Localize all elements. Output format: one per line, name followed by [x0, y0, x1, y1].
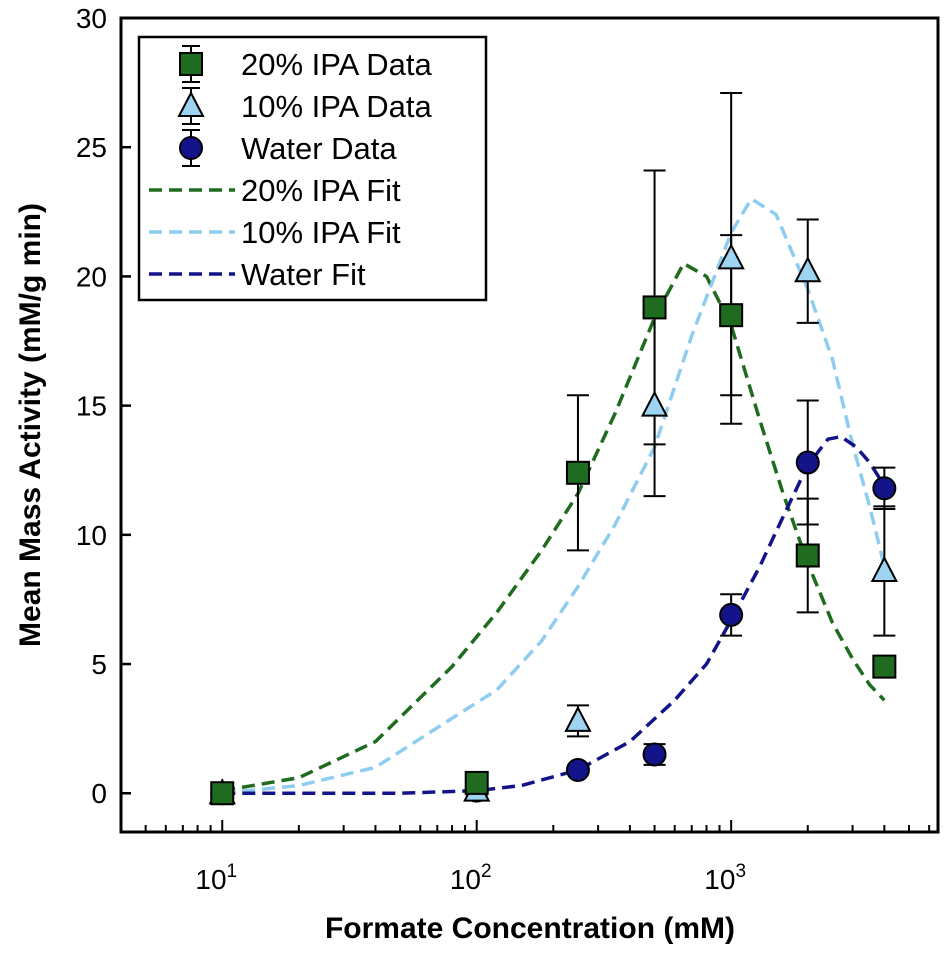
plot-area-border	[119, 16, 940, 834]
plot-frame	[119, 16, 940, 834]
fit-line	[222, 261, 886, 793]
triangle-data-point	[870, 555, 898, 583]
legend-circle-marker	[179, 136, 203, 160]
triangle-data-point	[564, 705, 592, 732]
legend-label: 20% IPA Data	[241, 47, 432, 82]
legend-label: 10% IPA Fit	[241, 215, 401, 250]
y-tick-label: 10	[76, 520, 107, 551]
square-data-point	[464, 770, 489, 795]
x-tick-label: 101	[195, 861, 237, 895]
legend-label: Water Fit	[241, 257, 366, 292]
y-tick-label: 0	[91, 778, 107, 809]
x-tick-label: 103	[704, 861, 746, 895]
x-axis-title: Formate Concentration (mM)	[325, 912, 735, 945]
fit-line	[222, 434, 886, 795]
y-tick-label: 5	[91, 649, 107, 680]
y-tick-label: 30	[76, 3, 107, 34]
legend-label: 10% IPA Data	[241, 89, 432, 124]
legend-box	[137, 35, 488, 302]
circle-data-point	[642, 742, 667, 767]
square-data-point	[795, 543, 820, 568]
triangle-data-point	[640, 390, 669, 417]
circle-data-point	[565, 757, 590, 782]
x-axis: 101 102 103	[120, 820, 931, 895]
y-tick-label: 15	[76, 391, 107, 422]
y-tick-label: 20	[76, 261, 107, 292]
fit-line	[222, 197, 886, 795]
square-data-point	[565, 460, 590, 485]
triangle-data-point	[717, 243, 745, 270]
circle-data-point	[719, 602, 744, 627]
triangle-data-point	[794, 256, 822, 283]
legend: 20% IPA Data 10% IPA Data Water Data 20% IP…	[137, 35, 488, 302]
circle-data-point	[872, 476, 897, 501]
error-bars	[566, 91, 896, 766]
legend-square-marker	[179, 52, 203, 76]
legend-label: Water Data	[241, 131, 397, 166]
legend-triangle-marker	[177, 90, 205, 117]
square-data-point	[642, 295, 667, 320]
fit-lines	[222, 197, 886, 795]
legend-label: 20% IPA Fit	[241, 173, 401, 208]
square-data-point	[210, 781, 235, 806]
x-tick-label: 102	[450, 861, 492, 895]
data-markers	[208, 243, 898, 806]
circle-data-point	[795, 450, 820, 475]
square-data-point	[872, 654, 897, 679]
square-data-point	[719, 303, 744, 328]
y-axis-title: Mean Mass Activity (mM/g min)	[14, 203, 47, 647]
y-axis: 0 5 10 15 20 25 30	[76, 3, 131, 809]
y-tick-label: 25	[76, 132, 107, 163]
